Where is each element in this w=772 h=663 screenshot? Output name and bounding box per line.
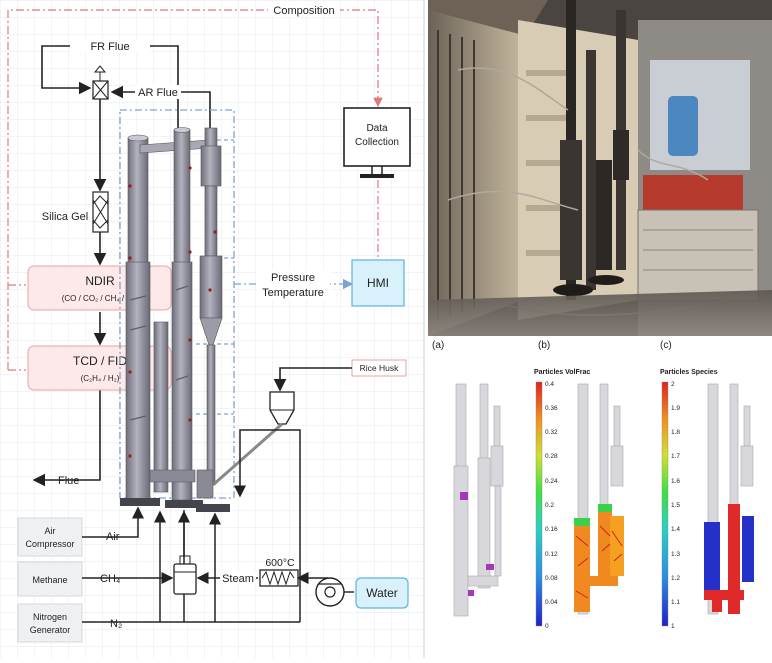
nitrogen-generator-box: Nitrogen Generator: [18, 604, 82, 642]
air-compressor-line1: Air: [45, 526, 56, 536]
air-label: Air: [106, 531, 120, 543]
tcd-subtitle: (C₂H₄ / H₂): [81, 374, 120, 383]
c-tick-7: 1.3: [671, 551, 680, 558]
schematic-svg: Composition FR Flue AR Flue Silica Gel N…: [0, 0, 425, 658]
rice-husk-label: Rice Husk: [360, 363, 399, 373]
ndir-title: NDIR: [85, 274, 115, 288]
experimental-rig-photo: [428, 0, 772, 336]
b-colorbar: [536, 382, 542, 626]
b-tick-5: 0.2: [545, 502, 554, 509]
pressure-label: Pressure: [271, 272, 315, 284]
c-title: Particles Species: [660, 369, 718, 376]
cfd-svg: (a) (b) (c) Particles VolFrac 0.4 0.36 0…: [428, 336, 772, 658]
c-tick-4: 1.6: [671, 478, 680, 485]
air-compressor-line2: Compressor: [25, 539, 74, 549]
panel-b-label: (b): [538, 340, 550, 351]
c-tick-3: 1.7: [671, 453, 680, 460]
air-compressor-box: Air Compressor: [18, 518, 82, 556]
data-collection-line1: Data: [366, 123, 388, 134]
cfd-results-panel: (a) (b) (c) Particles VolFrac 0.4 0.36 0…: [428, 336, 772, 658]
steam-label: Steam: [222, 573, 254, 585]
panel-c-label: (c): [660, 340, 672, 351]
b-tick-0: 0.4: [545, 381, 554, 388]
tcd-title: TCD / FID: [73, 354, 127, 368]
steam-heater-icon: [260, 570, 298, 586]
b-tick-9: 0.04: [545, 599, 558, 606]
silica-gel-label: Silica Gel: [42, 211, 88, 223]
b-tick-7: 0.12: [545, 551, 558, 558]
water-source: Water: [356, 578, 408, 608]
b-title: Particles VolFrac: [534, 369, 590, 376]
nitrogen-line1: Nitrogen: [33, 612, 67, 622]
heater-temp-label: 600°C: [265, 557, 295, 569]
c-colorbar: [662, 382, 668, 626]
b-tick-2: 0.32: [545, 429, 558, 436]
c-tick-0: 2: [671, 381, 675, 388]
c-tick-1: 1.9: [671, 405, 680, 412]
process-schematic: Composition FR Flue AR Flue Silica Gel N…: [0, 0, 425, 658]
c-tick-6: 1.4: [671, 526, 680, 533]
flue-out-label: Flue: [58, 475, 79, 487]
silica-gel-filter-icon: [93, 192, 108, 232]
data-collection-line2: Collection: [355, 137, 399, 148]
photo-svg: [428, 0, 772, 336]
composition-label: Composition: [273, 5, 334, 17]
n2-label: N₂: [110, 618, 122, 630]
b-tick-3: 0.28: [545, 453, 558, 460]
b-tick-10: 0: [545, 623, 549, 630]
b-tick-1: 0.36: [545, 405, 558, 412]
hmi-label: HMI: [367, 276, 389, 290]
panel-a-label: (a): [432, 340, 444, 351]
c-tick-8: 1.2: [671, 575, 680, 582]
nitrogen-line2: Generator: [30, 625, 71, 635]
hmi-box: HMI: [352, 260, 404, 306]
reactor-assembly: [120, 128, 230, 513]
c-tick-10: 1: [671, 623, 675, 630]
c-tick-2: 1.8: [671, 429, 680, 436]
methane-label: Methane: [32, 575, 67, 585]
c-tick-5: 1.5: [671, 502, 680, 509]
water-label: Water: [366, 586, 398, 600]
fr-flue-label: FR Flue: [90, 41, 129, 53]
methane-box: Methane: [18, 562, 82, 596]
b-tick-8: 0.08: [545, 575, 558, 582]
c-tick-9: 1.1: [671, 599, 680, 606]
ch4-label: CH₄: [100, 573, 121, 585]
ar-flue-label: AR Flue: [138, 87, 178, 99]
b-tick-4: 0.24: [545, 478, 558, 485]
b-tick-6: 0.16: [545, 526, 558, 533]
temperature-label: Temperature: [262, 287, 324, 299]
